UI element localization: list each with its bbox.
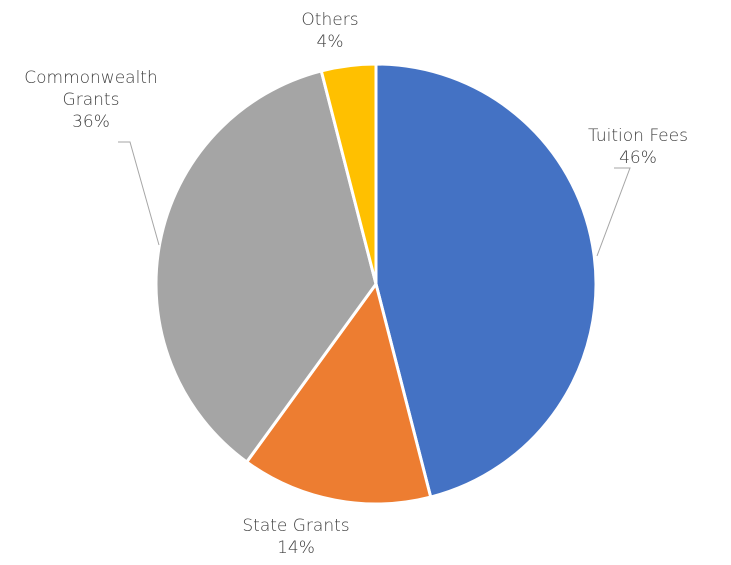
pie-slice-commonwealth-grants xyxy=(154,69,378,464)
leader-line-commonwealth-grants xyxy=(118,141,160,246)
data-label-category: State Grants xyxy=(242,516,349,536)
leader-lines-layer xyxy=(118,141,631,257)
data-label-value: 14% xyxy=(277,538,315,558)
slices-layer xyxy=(154,62,598,506)
leader-line-tuition-fees xyxy=(596,167,631,257)
data-label-category: Grants xyxy=(63,90,120,110)
data-label-commonwealth-grants: Commonwealth Grants 36% xyxy=(24,68,158,132)
data-label-tuition-fees: Tuition Fees 46% xyxy=(588,126,688,168)
data-label-category: Tuition Fees xyxy=(588,126,688,146)
data-label-value: 46% xyxy=(619,148,657,168)
data-label-category: Commonwealth xyxy=(24,68,158,88)
data-label-value: 36% xyxy=(72,112,110,132)
pie-slice-others xyxy=(319,62,378,286)
pie-slice-tuition-fees xyxy=(374,62,598,499)
pie-slice-state-grants xyxy=(245,282,433,506)
data-labels-layer: Tuition Fees 46% State Grants 14% Commonweal… xyxy=(24,10,688,558)
data-label-state-grants: State Grants 14% xyxy=(242,516,349,558)
data-label-value: 4% xyxy=(317,32,344,52)
data-label-category: Others xyxy=(301,10,358,30)
data-label-others: Others 4% xyxy=(301,10,358,52)
